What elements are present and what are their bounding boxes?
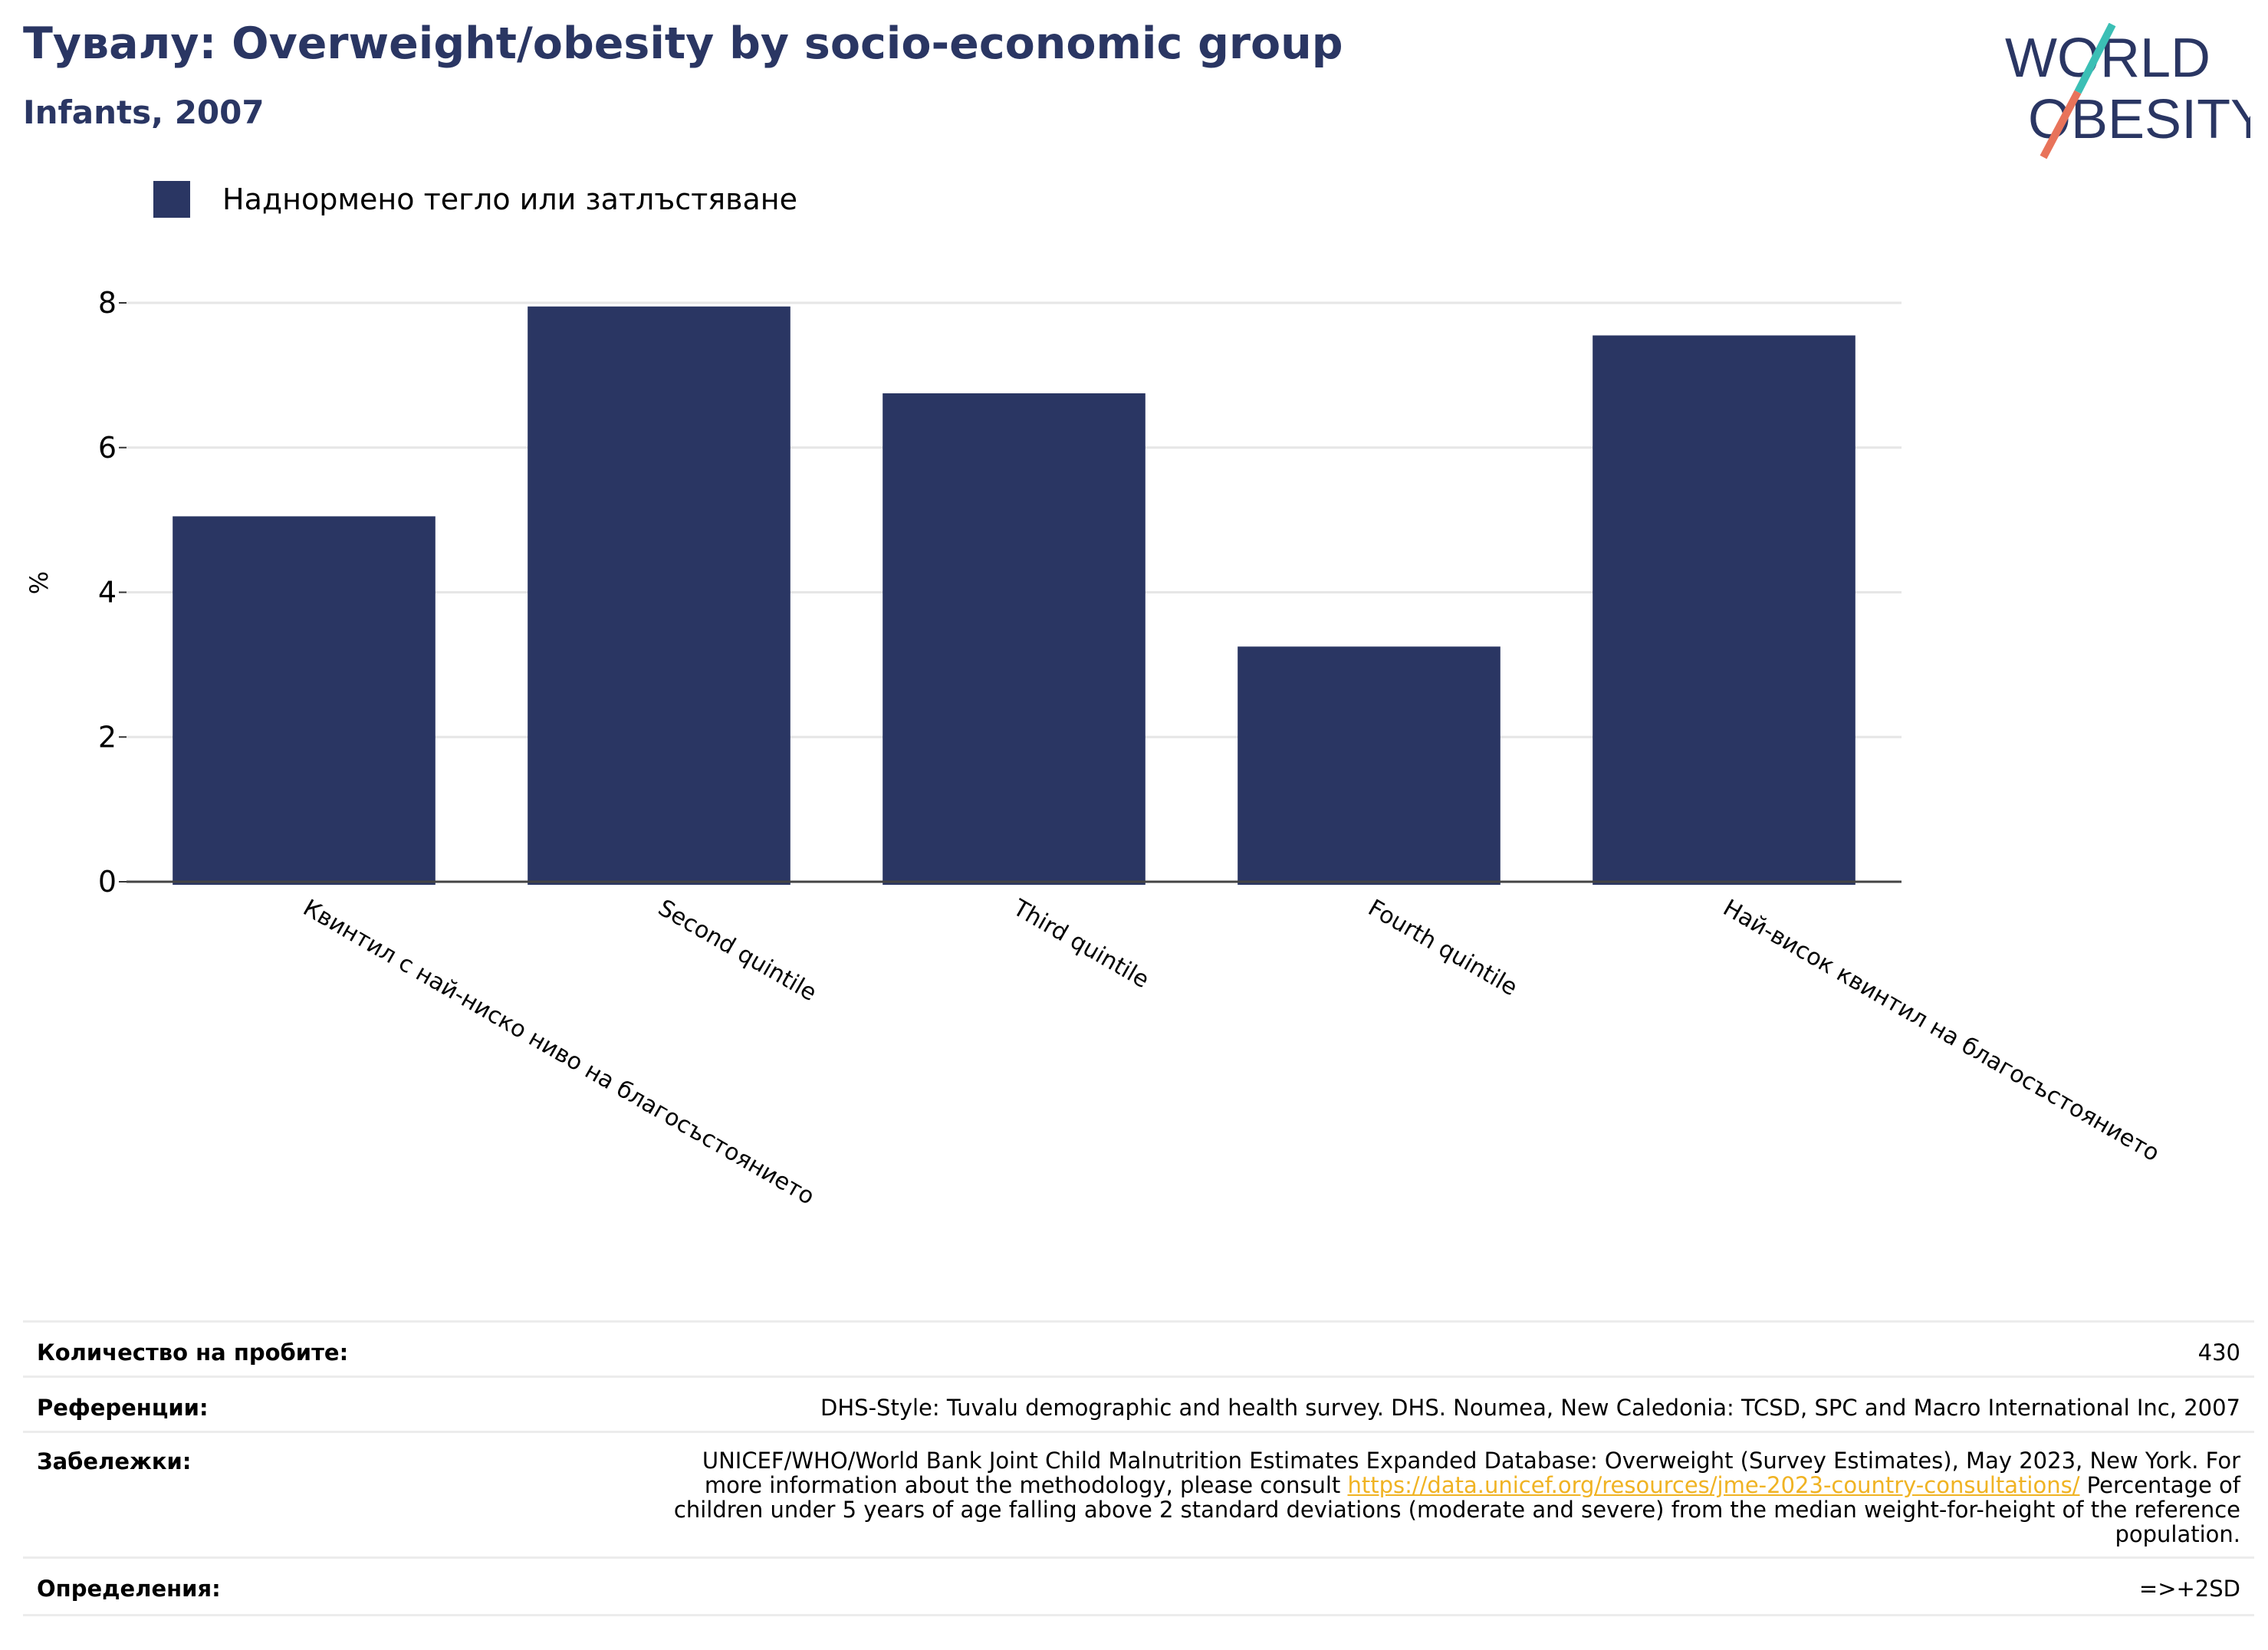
chart-title: Тувалу: Overweight/obesity by socio-econ…	[23, 18, 1343, 69]
legend[interactable]: Наднормено тегло или затлъстяване	[153, 181, 797, 218]
footer-row-samples: Количество на пробите: 430	[23, 1320, 2254, 1378]
y-tick-label: 2	[98, 720, 117, 754]
x-tick-label: Second quintile	[653, 895, 821, 1007]
notes-text-pre: UNICEF/WHO/World Bank Joint Child Malnut…	[702, 1448, 2240, 1498]
x-tick-label: Third quintile	[1007, 894, 1153, 994]
y-tick-label: 8	[98, 286, 117, 320]
x-tick-label: Най-висок квинтил на благосъстоянието	[1718, 895, 2164, 1168]
logo-slash-bottom	[2040, 90, 2082, 159]
y-tick-label: 0	[98, 865, 117, 899]
notes-value: UNICEF/WHO/World Bank Joint Child Malnut…	[638, 1448, 2240, 1546]
samples-value: 430	[2197, 1339, 2240, 1366]
logo-slash-top	[2074, 23, 2116, 94]
samples-label: Количество на пробите:	[37, 1339, 349, 1366]
references-label: Референции:	[37, 1395, 209, 1421]
world-obesity-logo: WORLD OBESITY	[2005, 23, 2250, 159]
bars-layer	[173, 306, 1855, 885]
bar[interactable]	[883, 393, 1146, 885]
x-tick-label: Fourth quintile	[1363, 895, 1522, 1002]
y-tick-label: 4	[98, 576, 117, 610]
footer-row-notes: Забележки: UNICEF/WHO/World Bank Joint C…	[23, 1431, 2254, 1559]
legend-label: Наднормено тегло или затлъстяване	[222, 182, 797, 216]
definitions-label: Определения:	[37, 1576, 221, 1602]
bar[interactable]	[1593, 335, 1855, 885]
chart-subtitle: Infants, 2007	[23, 94, 265, 131]
references-value: DHS-Style: Tuvalu demographic and health…	[820, 1395, 2240, 1421]
notes-link[interactable]: https://data.unicef.org/resources/jme-20…	[1347, 1472, 2080, 1498]
footer-row-references: Референции: DHS-Style: Tuvalu demographi…	[23, 1376, 2254, 1433]
bar[interactable]	[1238, 646, 1500, 885]
notes-label: Забележки:	[37, 1448, 192, 1474]
bar[interactable]	[528, 306, 791, 885]
y-tick-label: 6	[98, 431, 117, 465]
footer-row-definitions: Определения: =>+2SD	[23, 1556, 2254, 1616]
definitions-value: =>+2SD	[2138, 1576, 2240, 1602]
legend-swatch	[153, 181, 190, 218]
y-axis-label: %	[25, 571, 54, 594]
notes-text-post: Percentage of children under 5 years of …	[673, 1472, 2240, 1547]
bar[interactable]	[173, 516, 436, 885]
